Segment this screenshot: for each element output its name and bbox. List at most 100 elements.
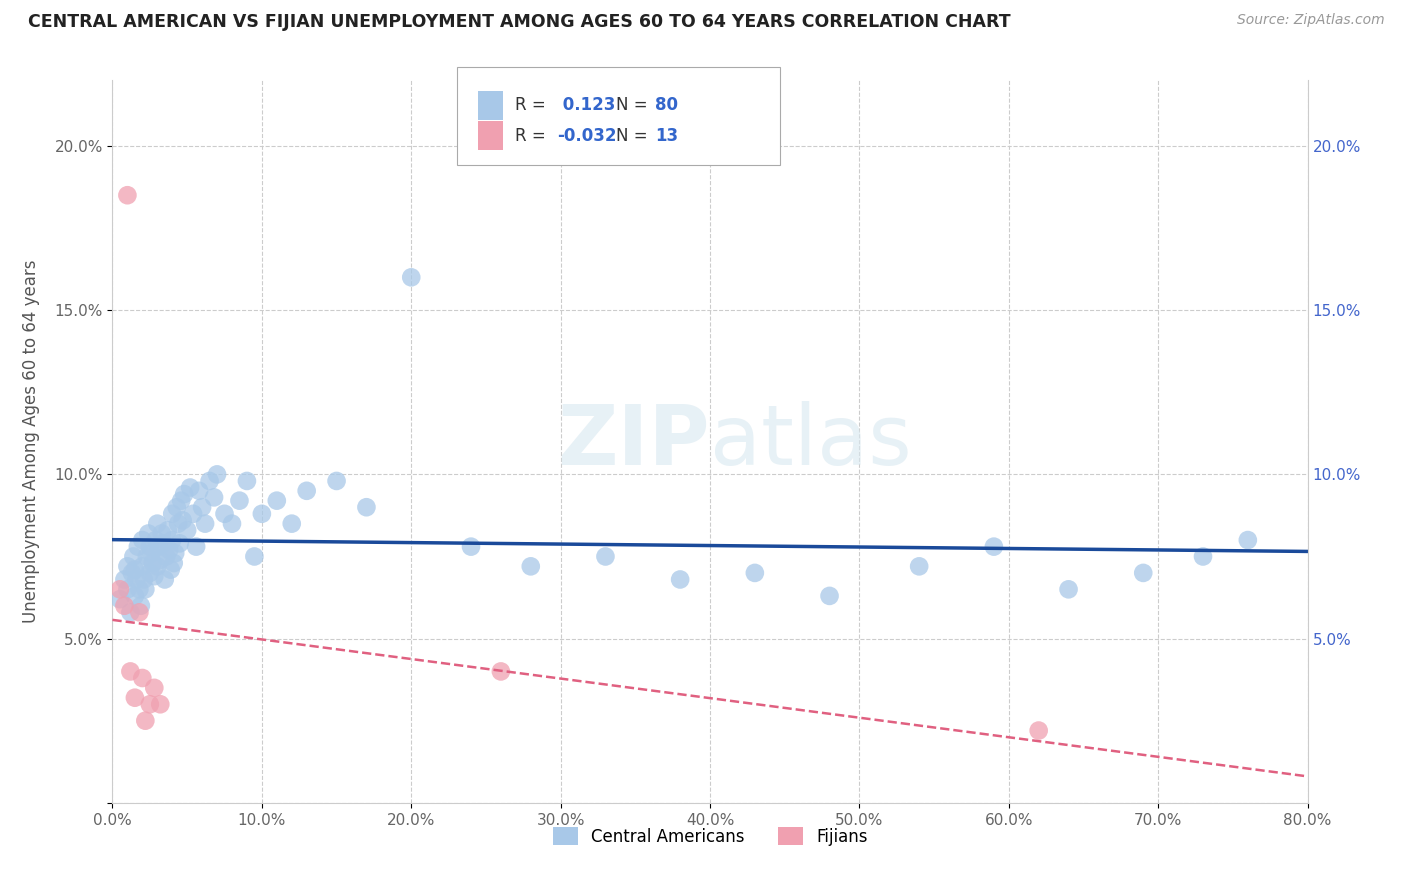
Point bbox=[149, 553, 172, 567]
Text: R =: R = bbox=[515, 127, 551, 145]
Point bbox=[669, 573, 692, 587]
Point bbox=[122, 549, 145, 564]
Point bbox=[117, 188, 139, 202]
Point bbox=[818, 589, 841, 603]
Point bbox=[1057, 582, 1080, 597]
Point bbox=[108, 592, 131, 607]
Point bbox=[198, 474, 221, 488]
Text: 80: 80 bbox=[655, 96, 678, 114]
Point bbox=[159, 563, 181, 577]
Point bbox=[295, 483, 318, 498]
Point bbox=[143, 681, 166, 695]
Point bbox=[117, 582, 139, 597]
Point bbox=[131, 533, 153, 547]
Point bbox=[114, 573, 135, 587]
Point bbox=[135, 549, 157, 564]
Point bbox=[325, 474, 347, 488]
Point bbox=[138, 526, 160, 541]
Point bbox=[163, 556, 186, 570]
Point bbox=[169, 536, 191, 550]
Point bbox=[188, 483, 211, 498]
Point bbox=[128, 582, 150, 597]
Point bbox=[179, 481, 201, 495]
Point bbox=[173, 487, 195, 501]
Point bbox=[595, 549, 617, 564]
Point bbox=[117, 559, 139, 574]
Point bbox=[181, 507, 204, 521]
Point bbox=[908, 559, 931, 574]
Point bbox=[162, 533, 183, 547]
Point bbox=[114, 599, 135, 613]
Point bbox=[214, 507, 236, 521]
Point bbox=[166, 500, 188, 515]
Text: CENTRAL AMERICAN VS FIJIAN UNEMPLOYMENT AMONG AGES 60 TO 64 YEARS CORRELATION CH: CENTRAL AMERICAN VS FIJIAN UNEMPLOYMENT … bbox=[28, 13, 1011, 31]
Point bbox=[202, 491, 225, 505]
Point bbox=[129, 599, 152, 613]
Point bbox=[744, 566, 766, 580]
Point bbox=[228, 493, 250, 508]
Point bbox=[127, 540, 149, 554]
Point bbox=[157, 542, 180, 557]
Point bbox=[186, 540, 208, 554]
Legend: Central Americans, Fijians: Central Americans, Fijians bbox=[546, 821, 875, 852]
Point bbox=[120, 665, 142, 679]
Point bbox=[134, 714, 156, 728]
Point bbox=[191, 500, 214, 515]
Point bbox=[145, 533, 167, 547]
Point bbox=[281, 516, 304, 531]
Text: 13: 13 bbox=[655, 127, 678, 145]
Point bbox=[236, 474, 259, 488]
Point bbox=[134, 582, 156, 597]
Point bbox=[162, 507, 183, 521]
Point bbox=[1237, 533, 1260, 547]
Point bbox=[205, 467, 228, 482]
Point bbox=[1132, 566, 1154, 580]
Point bbox=[146, 559, 169, 574]
Point bbox=[108, 582, 131, 597]
Text: R =: R = bbox=[515, 96, 551, 114]
Point bbox=[167, 516, 190, 531]
Point bbox=[150, 526, 173, 541]
Point bbox=[149, 698, 172, 712]
Point bbox=[124, 690, 146, 705]
Point bbox=[139, 698, 162, 712]
Point bbox=[155, 549, 177, 564]
Point bbox=[250, 507, 273, 521]
Text: -0.032: -0.032 bbox=[557, 127, 616, 145]
Point bbox=[1192, 549, 1215, 564]
Point bbox=[153, 573, 176, 587]
Text: ZIP: ZIP bbox=[558, 401, 710, 482]
Point bbox=[143, 569, 166, 583]
Point bbox=[520, 559, 543, 574]
Point bbox=[128, 605, 150, 619]
Point bbox=[176, 523, 198, 537]
Point bbox=[194, 516, 217, 531]
Point bbox=[124, 589, 146, 603]
Point bbox=[120, 605, 142, 619]
Text: Source: ZipAtlas.com: Source: ZipAtlas.com bbox=[1237, 13, 1385, 28]
Point bbox=[121, 566, 143, 580]
Point bbox=[266, 493, 288, 508]
Point bbox=[983, 540, 1005, 554]
Point bbox=[156, 523, 179, 537]
Point bbox=[124, 563, 146, 577]
Point bbox=[148, 540, 170, 554]
Point bbox=[165, 546, 187, 560]
Point bbox=[139, 540, 162, 554]
Point bbox=[1028, 723, 1050, 738]
Point bbox=[141, 546, 163, 560]
Point bbox=[401, 270, 423, 285]
Text: atlas: atlas bbox=[710, 401, 911, 482]
Text: N =: N = bbox=[616, 96, 652, 114]
Point bbox=[243, 549, 266, 564]
Point bbox=[221, 516, 243, 531]
Point bbox=[146, 516, 169, 531]
Point bbox=[131, 559, 153, 574]
Text: N =: N = bbox=[616, 127, 652, 145]
Point bbox=[125, 573, 148, 587]
Point bbox=[152, 536, 174, 550]
Point bbox=[139, 566, 162, 580]
Point bbox=[356, 500, 378, 515]
Point bbox=[460, 540, 482, 554]
Point bbox=[132, 573, 155, 587]
